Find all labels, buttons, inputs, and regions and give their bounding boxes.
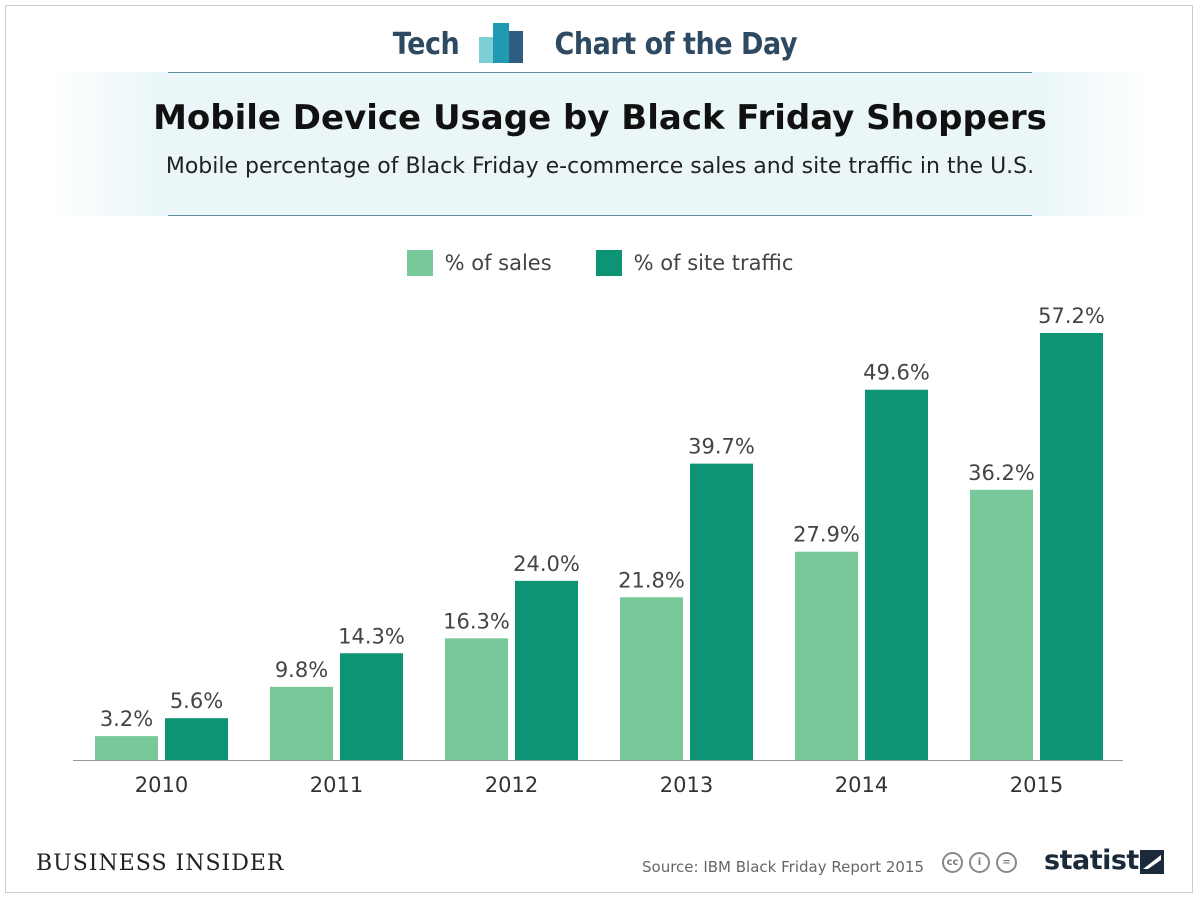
bar-traffic-2015	[1040, 333, 1103, 760]
bar-chart-logo-icon	[479, 23, 525, 65]
x-tick-label-2013: 2013	[660, 773, 713, 797]
x-tick-label-2015: 2015	[1010, 773, 1063, 797]
legend: % of sales % of site traffic	[0, 250, 1200, 276]
data-label-sales-2013: 21.8%	[618, 568, 685, 592]
bar-sales-2011	[270, 686, 333, 760]
x-tick-label-2014: 2014	[835, 773, 888, 797]
bar-sales-2015	[970, 489, 1033, 760]
data-label-sales-2015: 36.2%	[968, 461, 1035, 485]
brand-tech-label: Tech	[392, 26, 460, 62]
bar-sales-2013	[620, 597, 683, 760]
legend-item-sales: % of sales	[406, 250, 552, 276]
business-insider-logo: BUSINESS INSIDER	[36, 851, 285, 876]
legend-swatch-traffic	[595, 250, 622, 276]
x-tick-label-2010: 2010	[135, 773, 188, 797]
data-label-sales-2012: 16.3%	[443, 609, 510, 633]
bar-traffic-2014	[865, 389, 928, 760]
x-tick-label-2011: 2011	[310, 773, 363, 797]
chart-subtitle: Mobile percentage of Black Friday e-comm…	[165, 154, 1035, 179]
data-label-sales-2010: 3.2%	[100, 707, 153, 731]
title-band	[50, 72, 1150, 216]
x-tick-label-2012: 2012	[485, 773, 538, 797]
data-label-traffic-2012: 24.0%	[513, 552, 580, 576]
cc-icon: cc	[942, 852, 963, 873]
data-label-traffic-2011: 14.3%	[338, 624, 405, 648]
legend-item-traffic: % of site traffic	[595, 250, 794, 276]
brand-chart-of-the-day-label: Chart of the Day	[554, 26, 798, 62]
bar-sales-2014	[795, 551, 858, 760]
title-bottom-divider	[168, 215, 1032, 216]
attribution-icon: i	[969, 852, 990, 873]
brand-header: Tech Chart of the Day	[0, 20, 1200, 68]
data-label-sales-2014: 27.9%	[793, 523, 860, 547]
bar-traffic-2010	[165, 718, 228, 760]
bar-sales-2010	[95, 736, 158, 760]
chart-title: Mobile Device Usage by Black Friday Shop…	[153, 98, 1047, 138]
license-icons: cc i =	[942, 852, 1023, 873]
title-top-divider	[168, 72, 1032, 73]
statista-logo-icon	[1140, 850, 1164, 874]
data-label-traffic-2010: 5.6%	[170, 689, 223, 713]
bar-traffic-2013	[690, 463, 753, 760]
bar-sales-2012	[445, 638, 508, 760]
no-derivatives-icon: =	[996, 852, 1017, 873]
legend-swatch-sales	[406, 250, 433, 276]
data-label-sales-2011: 9.8%	[275, 658, 328, 682]
data-label-traffic-2015: 57.2%	[1038, 304, 1105, 328]
bar-traffic-2011	[340, 653, 403, 760]
source-note: Source: IBM Black Friday Report 2015	[642, 858, 925, 876]
legend-label-traffic: % of site traffic	[633, 251, 794, 275]
data-label-traffic-2013: 39.7%	[688, 435, 755, 459]
data-label-traffic-2014: 49.6%	[863, 361, 930, 385]
bar-traffic-2012	[515, 580, 578, 760]
legend-label-sales: % of sales	[444, 251, 552, 275]
statista-logo-text: statista	[1044, 845, 1157, 876]
